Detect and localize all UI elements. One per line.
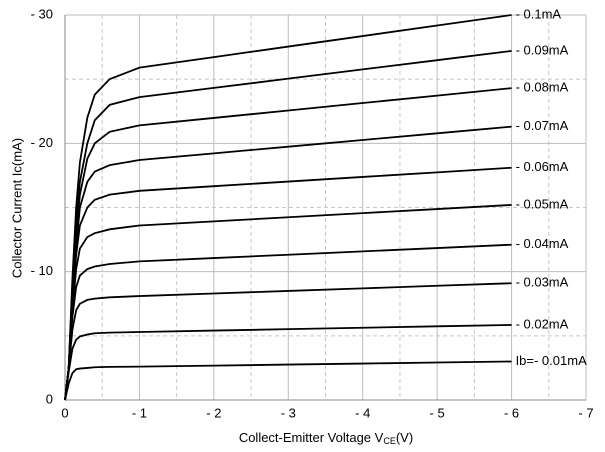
x-tick-label: - 4 — [355, 405, 370, 420]
series-label: - 0.09mA — [516, 42, 569, 57]
x-tick-label: - 7 — [578, 405, 593, 420]
series-label: - 0.04mA — [516, 236, 569, 251]
y-tick-label: - 10 — [31, 263, 53, 278]
series-label: Ib=- 0.01mA — [516, 353, 588, 368]
x-tick-label: - 6 — [504, 405, 519, 420]
x-tick-label: 0 — [61, 405, 68, 420]
x-axis-label-sub: CE — [383, 436, 396, 446]
series-label: - 0.03mA — [516, 275, 569, 290]
x-tick-label: - 3 — [281, 405, 296, 420]
x-axis-label-end: (V) — [396, 430, 413, 445]
y-tick-label: 0 — [46, 391, 53, 406]
series-label: - 0.1mA — [516, 6, 562, 21]
x-axis-label-main: Collect-Emitter Voltage V — [239, 430, 384, 445]
series-label: - 0.07mA — [516, 118, 569, 133]
y-tick-label: - 30 — [31, 6, 53, 21]
x-tick-label: - 5 — [430, 405, 445, 420]
y-axis-label: Collector Current Ic(mA) — [9, 138, 24, 278]
series-line — [64, 282, 512, 401]
series-label: - 0.06mA — [516, 159, 569, 174]
y-tick-label: - 20 — [31, 135, 53, 150]
series-label: - 0.08mA — [516, 80, 569, 95]
series-line — [64, 360, 512, 401]
series-label: - 0.02mA — [516, 316, 569, 331]
series-line — [64, 324, 512, 401]
x-axis-label: Collect-Emitter Voltage VCE(V) — [239, 430, 413, 446]
series-label: - 0.05mA — [516, 196, 569, 211]
x-tick-label: - 2 — [206, 405, 221, 420]
series-line — [64, 14, 512, 401]
x-tick-label: - 1 — [132, 405, 147, 420]
